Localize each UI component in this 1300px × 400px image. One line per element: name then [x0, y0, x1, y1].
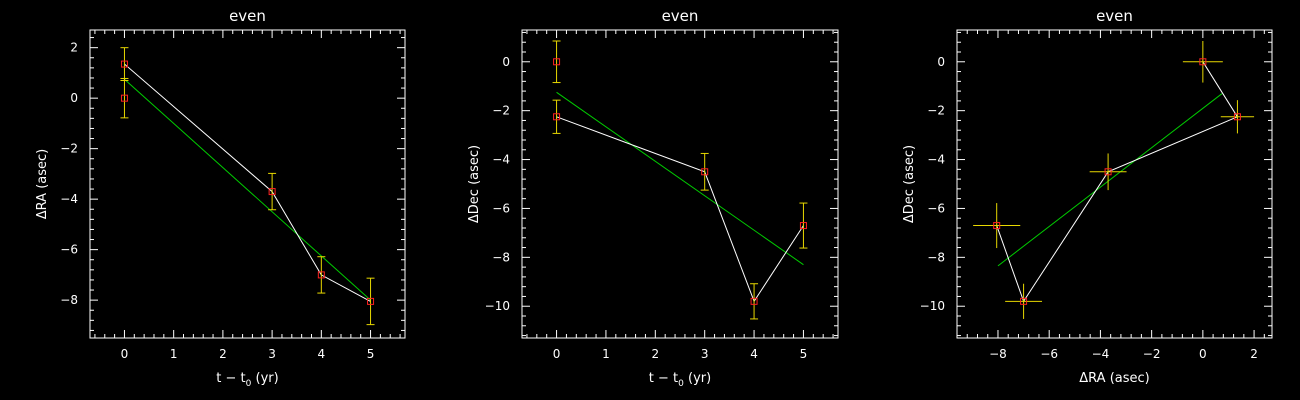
- panel-title: even: [229, 7, 266, 25]
- data-point: [799, 202, 808, 249]
- y-tick-label: −10: [485, 299, 510, 313]
- data-line: [556, 116, 804, 303]
- point-marker: [701, 168, 709, 176]
- x-tick-label: 5: [800, 347, 808, 361]
- fit-line: [997, 93, 1223, 267]
- data-point: [552, 99, 561, 134]
- point-marker: [1104, 168, 1112, 176]
- x-tick-label: −2: [1143, 347, 1161, 361]
- point-marker: [120, 60, 128, 68]
- x-tick-label: 2: [1250, 347, 1258, 361]
- data-point: [120, 47, 129, 81]
- point-marker: [750, 297, 758, 305]
- y-tick-label: −2: [492, 104, 510, 118]
- x-tick-label: 2: [219, 347, 227, 361]
- x-tick-label: 0: [1199, 347, 1207, 361]
- y-tick-label: 0: [502, 55, 510, 69]
- y-tick-label: 2: [70, 41, 78, 55]
- point-marker: [317, 271, 325, 279]
- y-tick-label: −4: [60, 192, 78, 206]
- panel-3: −8 −6 −4 −2 0 2 −10 −8 −6 −4 −2 0 even ΔRA (asec) ΔDec…: [902, 7, 1273, 386]
- point-marker: [553, 113, 561, 121]
- point-marker: [553, 58, 561, 66]
- point-marker: [367, 297, 375, 305]
- x-tick-label: 3: [268, 347, 276, 361]
- point-marker: [120, 94, 128, 102]
- data-point: [1089, 153, 1127, 191]
- y-tick-label: −4: [492, 153, 510, 167]
- y-tick-label: −2: [927, 104, 945, 118]
- data-point: [366, 277, 375, 326]
- fit-line: [124, 78, 371, 301]
- x-tick-label: 0: [553, 347, 561, 361]
- data-point: [1220, 100, 1255, 134]
- y-tick-label: −2: [60, 142, 78, 156]
- x-axis-label: t − t0 (yr): [649, 371, 711, 389]
- plot-frame: [89, 29, 406, 339]
- panel-2: 0 1 2 3 4 5 −10 −8 −6 −4 −2 0 even t − t0 (yr) ΔDec (a…: [467, 7, 839, 389]
- y-axis-label: ΔDec (asec): [467, 145, 482, 223]
- x-axis-label: ΔRA (asec): [1079, 371, 1149, 386]
- y-tick-label: −10: [920, 299, 945, 313]
- data-point: [317, 256, 326, 294]
- data-line: [996, 61, 1239, 303]
- data-point: [552, 40, 561, 84]
- data-point: [1182, 41, 1223, 83]
- data-line: [124, 63, 371, 302]
- point-marker: [1020, 297, 1028, 305]
- point-marker: [993, 222, 1001, 230]
- data-point: [750, 283, 759, 320]
- data-point: [1005, 283, 1043, 319]
- panel-1: 0 1 2 3 4 5 −8 −6 −4 −2 0 2 even t − t0 (yr) ΔRA (asec…: [35, 7, 406, 389]
- y-tick-label: −8: [927, 250, 945, 264]
- y-axis-label: ΔRA (asec): [35, 149, 50, 219]
- data-point: [268, 172, 277, 211]
- x-tick-label: 5: [367, 347, 375, 361]
- plot-frame: [956, 29, 1273, 339]
- plot-frame: [521, 29, 839, 339]
- y-tick-label: −8: [492, 250, 510, 264]
- y-tick-label: −6: [60, 243, 78, 257]
- x-tick-label: −6: [1040, 347, 1058, 361]
- x-tick-label: 1: [170, 347, 178, 361]
- x-tick-label: −4: [1092, 347, 1110, 361]
- y-tick-label: −6: [492, 201, 510, 215]
- y-axis-label: ΔDec (asec): [902, 145, 917, 223]
- panel-title: even: [662, 7, 699, 25]
- x-tick-label: 3: [701, 347, 709, 361]
- x-axis-label: t − t0 (yr): [216, 371, 278, 389]
- y-tick-label: 0: [937, 55, 945, 69]
- y-tick-label: −8: [60, 293, 78, 307]
- point-marker: [1233, 113, 1241, 121]
- point-marker: [268, 188, 276, 196]
- fit-line: [556, 91, 804, 266]
- point-marker: [1199, 58, 1207, 66]
- data-point: [700, 152, 709, 191]
- x-tick-label: 4: [318, 347, 326, 361]
- x-tick-label: 0: [121, 347, 129, 361]
- y-tick-label: 0: [70, 91, 78, 105]
- x-tick-label: 1: [602, 347, 610, 361]
- data-point: [120, 77, 129, 119]
- panel-title: even: [1096, 7, 1133, 25]
- x-tick-label: 2: [651, 347, 659, 361]
- x-tick-label: −8: [989, 347, 1007, 361]
- point-marker: [799, 222, 807, 230]
- data-point: [973, 203, 1021, 249]
- y-tick-label: −6: [927, 201, 945, 215]
- x-tick-label: 4: [750, 347, 758, 361]
- y-tick-label: −4: [927, 153, 945, 167]
